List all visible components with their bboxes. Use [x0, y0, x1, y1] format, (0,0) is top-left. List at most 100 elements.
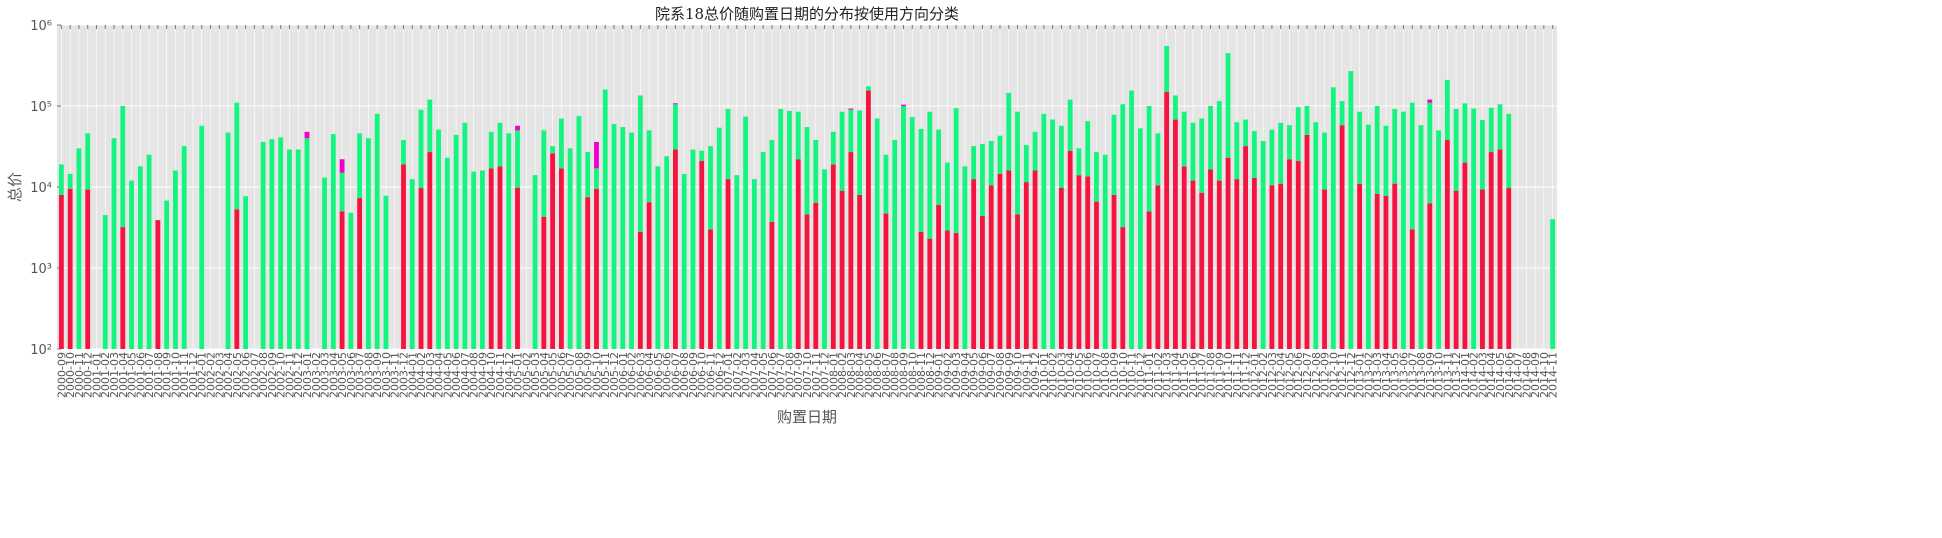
x-tick-label: 2006-02 — [626, 352, 639, 398]
bar-segment — [427, 152, 433, 349]
bar-segment — [629, 132, 634, 349]
x-tick-label: 2005-11 — [599, 352, 612, 398]
x-tick-label: 2007-10 — [801, 352, 814, 398]
x-tick-label: 2008-05 — [862, 352, 875, 398]
bar-segment — [488, 168, 494, 349]
x-tick-label: 2002-01 — [196, 352, 209, 398]
x-tick-label: 2000-12 — [82, 352, 95, 398]
bar-segment — [830, 131, 836, 165]
x-tick-label: 2014-11 — [1547, 352, 1560, 398]
bar-segment — [1480, 120, 1485, 190]
bar-segment — [146, 154, 152, 349]
bar-segment — [173, 170, 178, 349]
bar-segment — [1094, 152, 1099, 202]
bar-segment — [1067, 150, 1073, 349]
bar-segment — [1383, 195, 1389, 349]
bar-segment — [751, 179, 757, 349]
x-tick-label: 2003-12 — [397, 352, 410, 398]
bar-segment — [1181, 111, 1187, 167]
bar-segment — [620, 127, 626, 349]
x-tick-label: 2005-06 — [555, 352, 568, 398]
bar-segment — [1243, 119, 1249, 147]
x-tick-label: 2003-01 — [301, 352, 314, 398]
x-tick-label: 2002-08 — [257, 352, 270, 398]
bar-segment — [883, 154, 889, 214]
x-tick-label: 2008-04 — [854, 352, 867, 398]
x-tick-label: 2012-05 — [1283, 352, 1296, 398]
bar-segment — [1488, 107, 1494, 153]
x-tick-label: 2011-02 — [1152, 352, 1165, 398]
bar-segment — [427, 99, 433, 153]
x-tick-label: 2009-04 — [959, 352, 972, 398]
bar-segment — [936, 204, 941, 349]
bar-segment — [1058, 187, 1064, 349]
bar-segment — [532, 175, 538, 349]
x-tick-label: 2004-05 — [441, 352, 454, 398]
x-tick-label: 2013-08 — [1415, 352, 1428, 398]
x-tick-label: 2014-09 — [1529, 352, 1542, 398]
x-tick-label: 2002-10 — [275, 352, 288, 398]
x-tick-label: 2010-11 — [1126, 352, 1139, 398]
labels: 10² 10³ 10⁴ 10⁵ 10⁶ 2000-092000-102000-112000… — [30, 19, 1559, 398]
bar-segment — [1111, 114, 1117, 195]
y-axis-label: 总价 — [6, 172, 24, 202]
bar-segment — [1453, 108, 1459, 191]
bar-segment — [1032, 170, 1038, 349]
x-tick-label: 2006-03 — [634, 352, 647, 398]
bar-segment — [339, 172, 345, 212]
bar-segment — [436, 129, 441, 349]
y-tick-label: 10⁴ — [30, 181, 52, 196]
bar-segment — [155, 220, 161, 349]
y-tick-label: 10⁵ — [30, 100, 52, 115]
bar-segment — [813, 202, 819, 349]
x-tick-label: 2010-06 — [1082, 352, 1095, 398]
bar-segment — [690, 149, 696, 349]
x-tick-label: 2001-03 — [108, 352, 121, 398]
bar-segment — [1269, 129, 1275, 186]
x-tick-label: 2012-08 — [1310, 352, 1323, 398]
bar-segment — [67, 173, 73, 189]
x-tick-label: 2006-06 — [661, 352, 674, 398]
bar-segment — [585, 197, 591, 349]
x-tick-label: 2003-06 — [345, 352, 358, 398]
x-tick-label: 2014-02 — [1468, 352, 1481, 398]
x-tick-label: 2008-08 — [889, 352, 902, 398]
bar-segment — [120, 106, 126, 228]
x-tick-label: 2001-08 — [152, 352, 165, 398]
bar-segment — [1129, 90, 1134, 349]
bar-segment — [1462, 103, 1468, 163]
x-tick-label: 2002-09 — [266, 352, 279, 398]
bar-segment — [883, 213, 889, 349]
bar-segment — [181, 146, 187, 349]
bar-segment — [673, 149, 678, 349]
bar-segment — [743, 116, 749, 350]
bar-segment — [839, 190, 845, 349]
bar-segment — [541, 130, 547, 217]
bar-segment — [58, 194, 64, 349]
x-tick-label: 2008-06 — [871, 352, 884, 398]
x-tick-label: 2002-05 — [231, 352, 244, 398]
bar-segment — [137, 166, 143, 349]
x-tick-label: 2004-07 — [459, 352, 472, 398]
bar-segment — [497, 122, 503, 167]
bar-segment — [1146, 211, 1152, 349]
bar-segment — [558, 168, 564, 349]
bar-segment — [1015, 214, 1020, 349]
bar-segment — [1436, 130, 1441, 349]
bar-segment — [1330, 87, 1336, 349]
bar-segment — [234, 209, 240, 349]
bar-segment — [646, 202, 652, 349]
bar-segment — [944, 162, 950, 231]
x-tick-label: 2009-02 — [941, 352, 954, 398]
x-tick-label: 2006-09 — [687, 352, 700, 398]
x-tick-label: 2008-03 — [845, 352, 858, 398]
bar-segment — [1497, 104, 1503, 150]
bar-segment — [1348, 71, 1354, 349]
x-tick-label: 2014-08 — [1520, 352, 1533, 398]
x-tick-label: 2011-09 — [1213, 352, 1226, 398]
x-tick-label: 2007-06 — [766, 352, 779, 398]
x-tick-label: 2007-12 — [819, 352, 832, 398]
x-tick-label: 2005-04 — [538, 352, 551, 398]
x-tick-label: 2009-06 — [976, 352, 989, 398]
bar-segment — [769, 140, 775, 222]
